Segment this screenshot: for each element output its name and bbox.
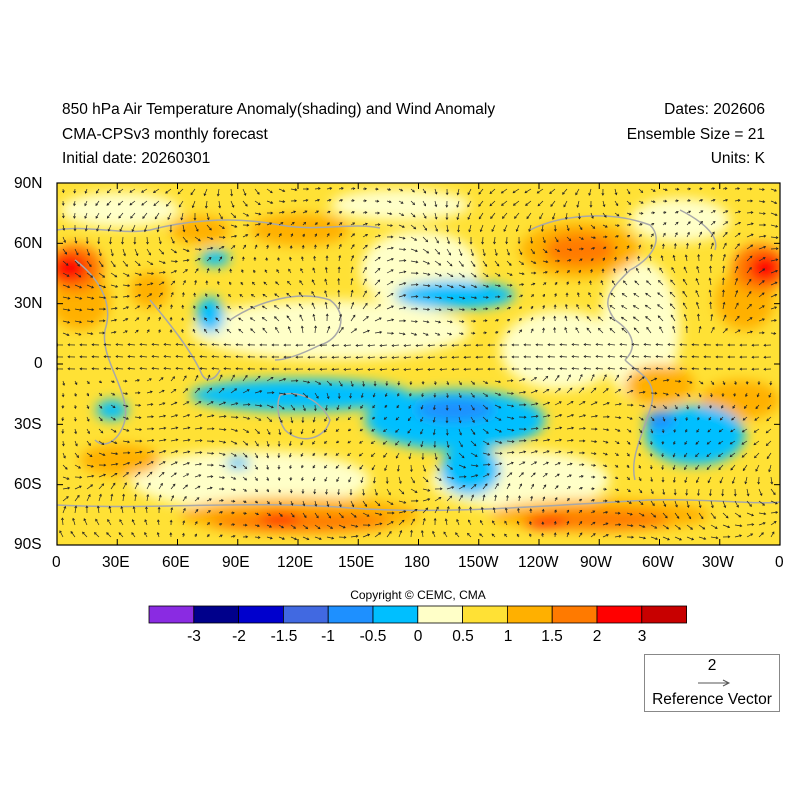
lon-label: 60E [162, 554, 190, 571]
lon-label: 30E [102, 554, 130, 571]
colorbar-box [238, 605, 284, 624]
lon-label: 60W [642, 554, 674, 571]
colorbar-label: 2 [592, 628, 602, 645]
colorbar-label: -1.5 [270, 628, 298, 645]
colorbar-box [596, 605, 643, 624]
colorbar [148, 605, 687, 624]
lon-label: 150E [338, 554, 375, 571]
lat-label: 60S [14, 476, 42, 493]
colorbar-box [193, 605, 240, 624]
map-subtitle: CMA-CPSv3 monthly forecast [62, 126, 268, 143]
colorbar-label: 1 [503, 628, 513, 645]
copyright-text: Copyright © CEMC, CMA [350, 588, 486, 602]
map-plot [56, 182, 781, 546]
lon-label: 0 [775, 554, 784, 571]
lat-label: 90S [14, 536, 42, 553]
colorbar-label: 3 [637, 628, 647, 645]
ensemble-size-label: Ensemble Size = 21 [626, 126, 765, 143]
colorbar-box [417, 605, 463, 624]
colorbar-box [327, 605, 374, 624]
colorbar-box [282, 605, 329, 624]
axis-ticks [56, 182, 781, 546]
lat-label: 0 [34, 355, 43, 372]
lat-label: 30N [14, 295, 43, 312]
lon-label: 0 [52, 554, 61, 571]
colorbar-label: -2 [232, 628, 246, 645]
units-label: Units: K [710, 150, 765, 167]
lon-label: 150W [458, 554, 499, 571]
reference-vector-box: 2 Reference Vector [644, 654, 780, 712]
colorbar-label: 0.5 [452, 628, 474, 645]
initial-date: Initial date: 20260301 [62, 150, 211, 167]
lat-label: 60N [14, 235, 43, 252]
temperature-anomaly-shading [57, 183, 780, 545]
colorbar-label: -0.5 [359, 628, 387, 645]
lon-label: 30W [702, 554, 734, 571]
reference-vector-magnitude: 2 [707, 657, 717, 674]
reference-vector-arrow [698, 679, 731, 687]
colorbar-box [462, 605, 508, 624]
colorbar-box [641, 605, 687, 624]
reference-vector-label: Reference Vector [652, 691, 772, 708]
colorbar-label: 1.5 [541, 628, 563, 645]
dates-label: Dates: 202606 [664, 101, 765, 118]
lat-label: 30S [14, 416, 42, 433]
colorbar-label: -1 [321, 628, 335, 645]
lon-label: 90W [580, 554, 612, 571]
lon-label: 180 [404, 554, 430, 571]
wind-anomaly-vectors [57, 187, 779, 541]
lon-label: 90E [222, 554, 250, 571]
lat-label: 90N [14, 175, 43, 192]
colorbar-box [551, 605, 598, 624]
colorbar-box [506, 605, 553, 624]
colorbar-box [148, 605, 195, 624]
colorbar-label: -3 [187, 628, 201, 645]
colorbar-box [372, 605, 419, 624]
map-title: 850 hPa Air Temperature Anomaly(shading)… [62, 101, 496, 118]
lon-label: 120E [277, 554, 314, 571]
colorbar-label: 0 [413, 628, 423, 645]
lon-label: 120W [518, 554, 559, 571]
